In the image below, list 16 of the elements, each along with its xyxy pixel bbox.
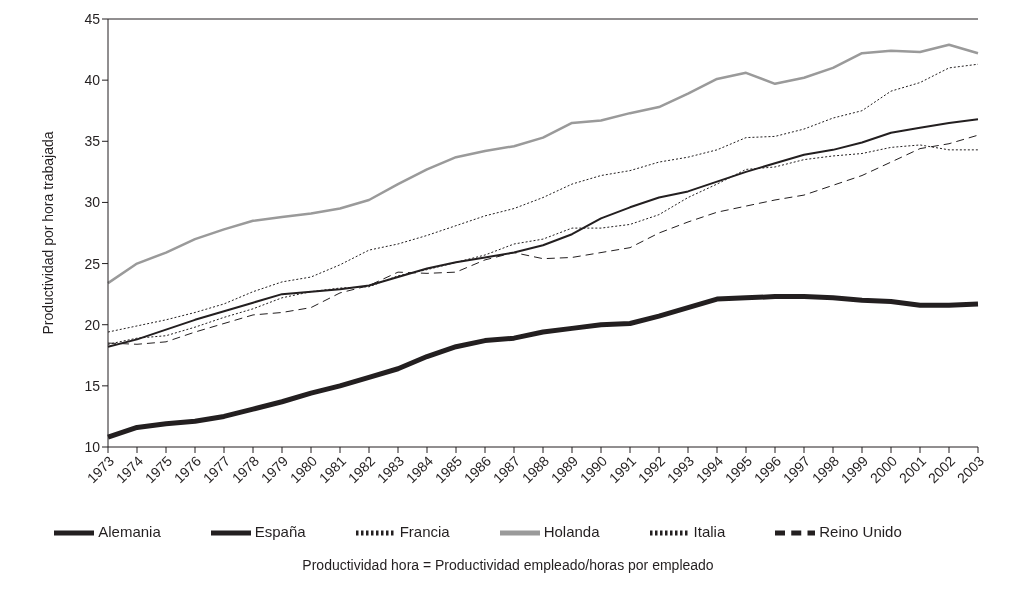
legend-label: Francia — [399, 522, 450, 540]
y-tick-label: 45 — [84, 10, 101, 27]
legend-label: Alemania — [98, 522, 161, 540]
y-tick-label: 40 — [84, 72, 101, 89]
y-tick-label: 20 — [84, 316, 101, 333]
y-tick-label: 10 — [84, 438, 101, 455]
legend-label: Holanda — [543, 522, 600, 540]
y-tick-label: 15 — [84, 377, 101, 394]
legend-label: España — [254, 522, 306, 540]
y-tick-label: 25 — [84, 255, 101, 272]
legend-label: Italia — [693, 522, 726, 540]
text: Productividad hora = Productividad empleado/horas por empleado — [301, 557, 715, 573]
y-tick-label: 35 — [84, 133, 101, 150]
y-tick-label: 30 — [84, 194, 101, 211]
legend-label: Reino Unido — [819, 522, 902, 540]
y-axis-title: Productividad por hora trabajada — [39, 131, 56, 335]
